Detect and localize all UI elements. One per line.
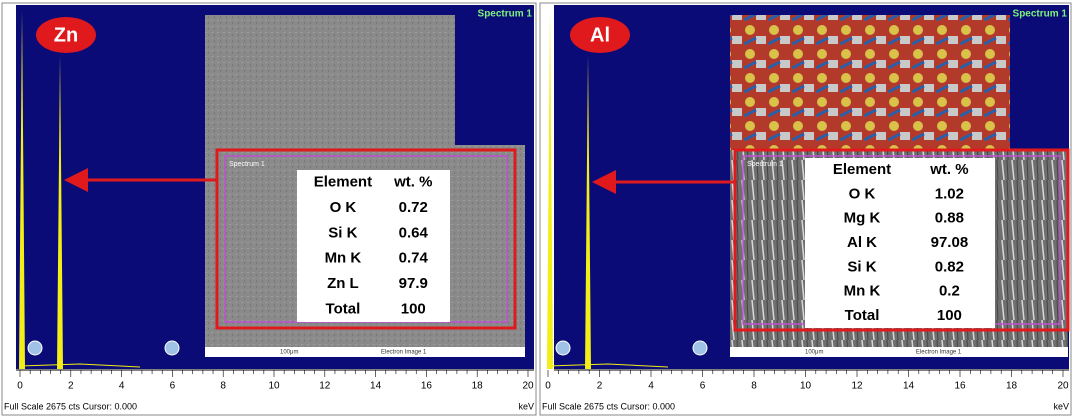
x-tick-label: 0 bbox=[17, 381, 23, 392]
footer: Full Scale 2675 cts Cursor: 0.000 bbox=[4, 401, 137, 411]
spectrum-peak bbox=[57, 55, 63, 369]
element-badge bbox=[570, 17, 630, 53]
spectrum-baseline bbox=[19, 363, 141, 368]
image-label: Electron Image 1 bbox=[916, 350, 962, 356]
element-badge-text: Zn bbox=[54, 24, 78, 46]
composition-table bbox=[805, 158, 995, 328]
footer: Full Scale 2675 cts Cursor: 0.000 bbox=[542, 401, 675, 411]
scale-bar-label: 100μm bbox=[805, 350, 823, 356]
table-cell: Total bbox=[326, 300, 361, 317]
sample-photo bbox=[730, 15, 1010, 150]
sem-label: Spectrum 1 bbox=[747, 161, 783, 168]
table-cell: 97.9 bbox=[399, 275, 428, 292]
table-cell: Si K bbox=[847, 258, 876, 275]
x-tick-label: 10 bbox=[800, 381, 812, 392]
table-cell: Al K bbox=[847, 234, 877, 251]
spectrum-peak bbox=[19, 10, 25, 369]
table-cell: 0.74 bbox=[399, 250, 429, 267]
element-badge-text: Al bbox=[590, 24, 610, 46]
table-cell: Total bbox=[845, 307, 880, 324]
spectrum-baseline bbox=[547, 363, 669, 368]
table-cell: 97.08 bbox=[931, 234, 969, 251]
table-cell: Mg K bbox=[844, 210, 881, 227]
x-tick-label: 16 bbox=[421, 381, 433, 392]
x-tick-label: 18 bbox=[1006, 381, 1018, 392]
x-tick-label: 6 bbox=[700, 381, 706, 392]
x-unit: keV bbox=[518, 401, 534, 411]
table-cell: 1.02 bbox=[935, 185, 964, 202]
table-cell: 100 bbox=[401, 300, 426, 317]
sample-photo bbox=[205, 15, 455, 145]
sem-label: Spectrum 1 bbox=[229, 161, 265, 168]
spectrum-peak bbox=[585, 55, 591, 369]
table-cell: 100 bbox=[937, 307, 962, 324]
table-cell: 0.64 bbox=[399, 224, 429, 241]
x-tick-label: 16 bbox=[954, 381, 966, 392]
x-tick-label: 2 bbox=[68, 381, 74, 392]
table-cell: 0.72 bbox=[399, 199, 428, 216]
x-tick-label: 14 bbox=[903, 381, 915, 392]
x-tick-label: 2 bbox=[597, 381, 603, 392]
composition-table bbox=[297, 170, 450, 322]
table-cell: Mn K bbox=[325, 250, 362, 267]
x-tick-label: 8 bbox=[751, 381, 757, 392]
scale-bar-label: 100μm bbox=[280, 350, 298, 356]
x-tick-label: 8 bbox=[220, 381, 226, 392]
x-tick-label: 14 bbox=[370, 381, 382, 392]
element-marker bbox=[555, 340, 571, 356]
table-header: wt. % bbox=[393, 174, 432, 191]
image-label: Electron Image 1 bbox=[381, 350, 427, 356]
x-tick-label: 12 bbox=[851, 381, 863, 392]
table-header: Element bbox=[833, 161, 891, 178]
element-marker bbox=[164, 340, 180, 356]
highlight-box bbox=[215, 148, 517, 330]
sem-caption-bar bbox=[730, 347, 1068, 357]
sem-caption-bar bbox=[205, 347, 525, 357]
table-cell: 0.82 bbox=[935, 258, 964, 275]
element-marker bbox=[692, 340, 708, 356]
x-tick-label: 10 bbox=[268, 381, 280, 392]
element-marker bbox=[27, 340, 43, 356]
spectrum-peak bbox=[547, 10, 553, 369]
spectrum-label: Spectrum 1 bbox=[478, 9, 533, 20]
x-tick-label: 0 bbox=[545, 381, 551, 392]
table-cell: Zn L bbox=[327, 275, 359, 292]
table-cell: 0.2 bbox=[939, 283, 960, 300]
x-unit: keV bbox=[1053, 401, 1069, 411]
x-tick-label: 20 bbox=[1057, 381, 1069, 392]
x-tick-label: 4 bbox=[648, 381, 654, 392]
x-tick-label: 18 bbox=[472, 381, 484, 392]
table-cell: Mn K bbox=[844, 283, 881, 300]
x-tick-label: 20 bbox=[522, 381, 534, 392]
table-cell: 0.88 bbox=[935, 210, 964, 227]
table-cell: Si K bbox=[328, 224, 357, 241]
table-cell: O K bbox=[330, 199, 357, 216]
spectrum-label: Spectrum 1 bbox=[1013, 9, 1068, 20]
x-tick-label: 12 bbox=[319, 381, 331, 392]
table-cell: O K bbox=[849, 185, 876, 202]
highlight-box bbox=[733, 148, 1070, 332]
table-header: Element bbox=[314, 174, 372, 191]
x-tick-label: 6 bbox=[170, 381, 176, 392]
table-header: wt. % bbox=[929, 161, 968, 178]
x-tick-label: 4 bbox=[119, 381, 125, 392]
element-badge bbox=[36, 17, 96, 53]
